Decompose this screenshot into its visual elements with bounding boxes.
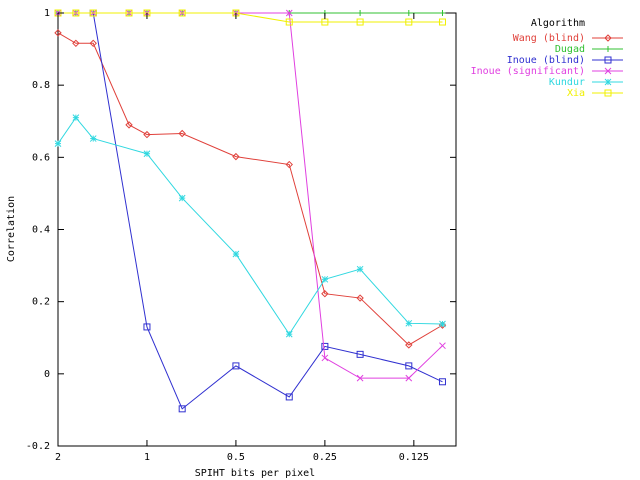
legend-entry-label: Dugad: [555, 44, 585, 55]
data-point: [285, 393, 293, 401]
data-point: [72, 9, 80, 17]
legend-entry-label: Inoue (blind): [507, 55, 585, 66]
data-point: [285, 160, 293, 169]
plot-frame: [57, 12, 457, 447]
data-point: [438, 18, 446, 26]
legend-entry-label: Wang (blind): [513, 33, 585, 44]
data-point: [72, 114, 80, 121]
data-point: [356, 265, 364, 273]
y-tick-label: 0.6: [32, 152, 50, 163]
x-tick-label: 2: [55, 452, 61, 463]
data-point: [439, 342, 446, 350]
data-point: [232, 152, 240, 161]
x-tick-label: 0.25: [313, 452, 337, 463]
data-point: [321, 290, 329, 298]
series-line: [57, 32, 443, 346]
plot-area: [57, 12, 457, 447]
y-axis-title: Correlation: [6, 196, 17, 262]
data-point: [321, 342, 329, 350]
data-point: [89, 39, 97, 48]
data-point: [89, 135, 97, 142]
data-point: [143, 150, 151, 158]
data-point: [232, 250, 240, 258]
data-point: [356, 374, 364, 382]
data-point: [405, 362, 413, 370]
y-tick-label: 1: [44, 8, 50, 19]
data-point: [438, 378, 446, 386]
data-point: [356, 18, 364, 26]
series-inoue-significant: [54, 9, 446, 382]
data-point: [439, 320, 446, 328]
data-point: [405, 10, 412, 16]
data-point: [604, 78, 612, 86]
data-point: [604, 34, 612, 42]
data-point: [178, 129, 186, 138]
data-point: [321, 354, 329, 362]
data-point: [72, 39, 80, 48]
data-point: [178, 9, 186, 17]
series-line: [58, 12, 443, 379]
data-point: [604, 67, 612, 75]
data-point: [321, 18, 329, 26]
y-tick-label: 0.2: [32, 297, 50, 308]
data-point: [356, 350, 364, 358]
data-point: [54, 140, 62, 147]
x-tick-label: 0.125: [399, 452, 429, 463]
legend-entry-label: Xia: [567, 88, 585, 99]
series-xia: [54, 9, 446, 26]
legend-title: Algorithm: [531, 18, 585, 29]
data-point: [604, 56, 612, 64]
data-point: [439, 10, 446, 16]
x-axis-title: SPIHT bits per pixel: [195, 468, 315, 479]
data-point: [405, 341, 413, 349]
data-point: [54, 29, 62, 37]
data-point: [178, 194, 186, 202]
y-tick-label: 0.8: [32, 80, 50, 91]
data-point: [357, 10, 364, 16]
data-point: [356, 294, 364, 302]
data-point: [604, 89, 612, 97]
data-point: [405, 374, 413, 382]
x-axis: 2 1 0.5 0.25 0.125: [55, 13, 429, 463]
data-point: [405, 319, 413, 327]
legend-entry-label: Kundur: [549, 77, 585, 88]
series-layer: [54, 9, 447, 413]
x-tick-label: 1: [144, 452, 150, 463]
series-kundur: [54, 114, 446, 338]
series-wang-blind: [54, 29, 447, 349]
data-point: [321, 275, 329, 283]
data-point: [89, 9, 97, 17]
legend-entry-label: Inoue (significant): [471, 66, 585, 77]
data-point: [605, 46, 611, 52]
data-point: [125, 9, 133, 17]
y-axis: -0.2 0 0.2 0.4 0.6 0.8 1: [26, 8, 456, 452]
data-point: [178, 405, 186, 413]
y-tick-label: -0.2: [26, 441, 50, 452]
series-line: [57, 116, 443, 336]
data-point: [232, 362, 240, 370]
y-tick-label: 0.4: [32, 225, 50, 236]
series-inoue-blind: [89, 9, 446, 413]
y-tick-label: 0: [44, 369, 50, 380]
data-point: [405, 18, 413, 26]
series-line: [92, 12, 443, 410]
data-point: [285, 9, 293, 17]
data-point: [143, 323, 151, 331]
data-point: [143, 130, 151, 139]
data-point: [125, 121, 133, 129]
series-line: [58, 12, 443, 23]
x-tick-label: 0.5: [227, 452, 245, 463]
data-point: [285, 330, 293, 338]
data-point: [285, 18, 293, 26]
